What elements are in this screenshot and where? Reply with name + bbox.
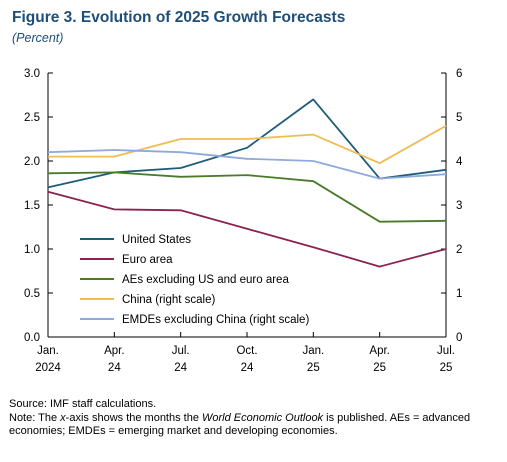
figure-footer: Source: IMF staff calculations. Note: Th… [9,398,499,439]
x-tick-label: Jan. [302,345,324,357]
legend-label-2: Euro area [122,254,173,266]
note-weo: World Economic Outlook [202,411,324,424]
x-tick-label-year: 2024 [35,362,61,374]
x-tick-label-year: 25 [373,362,386,374]
y-left-tick-label: 2.0 [24,156,40,168]
x-tick-label-year: 25 [440,362,453,374]
y-right-tick-label: 2 [456,244,462,256]
source-note: Source: IMF staff calculations. [9,398,157,410]
legend-label-3: AEs excluding US and euro area [122,274,289,286]
y-right-tick-label: 6 [456,68,462,80]
x-tick-label: Oct. [236,345,257,357]
x-tick-label-year: 25 [307,362,320,374]
x-tick-label-year: 24 [241,362,254,374]
note-prefix: Note: The [9,411,61,424]
y-right-tick-label: 3 [456,200,462,212]
series-line-1 [47,98,447,189]
y-right-tick-label: 4 [456,156,463,168]
x-tick-label: Jan. [37,345,59,357]
figure-subtitle: (Percent) [12,31,64,45]
axis-note: Note: The x-axis shows the months the Wo… [9,412,499,439]
x-tick-label: Jul. [172,345,190,357]
figure-title: Figure 3. Evolution of 2025 Growth Forec… [12,9,346,26]
y-left-tick-label: 1.0 [24,244,40,256]
series-line-2 [47,190,447,268]
note-suffix: is published. AEs = advanced economies; … [9,411,471,438]
x-tick-label-year: 24 [108,362,121,374]
note-x: x [60,411,66,424]
x-tick-label: Apr. [369,345,389,357]
legend-label-1: United States [122,234,191,246]
y-left-tick-label: 2.5 [24,112,40,124]
y-left-tick-label: 1.5 [24,200,40,212]
x-tick-label: Apr. [104,345,124,357]
line-chart: 0.0 0.5 1.0 1.5 2.0 2.5 3.0 0 1 2 3 4 5 6 Jan. 2024 Apr.… [24,68,463,374]
y-right-tick-label: 1 [456,288,462,300]
series-line-4 [48,125,447,165]
x-tick-label-year: 24 [174,362,187,374]
x-tick-label: Jul. [437,345,455,357]
series-line-3 [47,171,447,223]
y-right-tick-label: 0 [456,332,462,344]
y-right-tick-label: 5 [456,112,462,124]
series-line-5 [47,149,447,180]
note-mid: -axis shows the months the [65,411,203,424]
legend-label-5: EMDEs excluding China (right scale) [122,314,309,326]
y-left-tick-label: 3.0 [24,68,40,80]
legend-label-4: China (right scale) [122,294,215,306]
y-left-tick-label: 0.5 [24,288,40,300]
y-left-tick-label: 0.0 [24,332,40,344]
